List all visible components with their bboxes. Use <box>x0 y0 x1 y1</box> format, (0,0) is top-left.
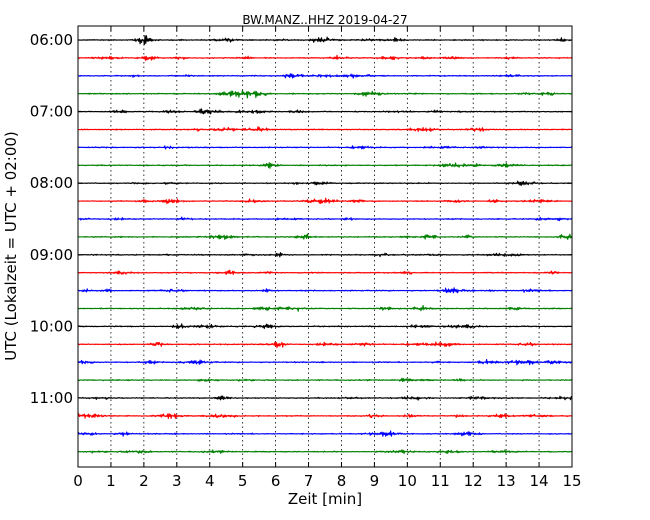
y-tick-label: 10:00 <box>30 317 73 335</box>
seismic-trace <box>77 377 573 383</box>
grid-lines <box>110 26 540 467</box>
seismic-trace <box>77 233 573 240</box>
x-tick-label: 9 <box>370 472 380 490</box>
seismic-trace <box>77 35 573 46</box>
seismic-trace <box>77 145 573 150</box>
seismic-trace <box>77 252 573 258</box>
y-tick-label: 09:00 <box>30 246 73 264</box>
plot-frame <box>77 25 573 468</box>
x-tick-label: 14 <box>530 472 549 490</box>
x-axis-ticks: 0 1 2 3 4 5 6 7 8 9 10 11 12 13 14 15 <box>73 26 582 490</box>
x-tick-label: 8 <box>337 472 347 490</box>
x-tick-label: 0 <box>73 472 83 490</box>
seismic-trace <box>77 430 573 437</box>
y-tick-label: 08:00 <box>30 174 73 192</box>
seismic-trace <box>77 162 573 169</box>
seismic-trace <box>77 413 573 419</box>
x-tick-label: 3 <box>172 472 182 490</box>
seismic-trace <box>77 358 573 366</box>
seismic-trace <box>77 89 573 99</box>
x-tick-label: 6 <box>271 472 281 490</box>
x-tick-label: 12 <box>464 472 483 490</box>
seismic-trace <box>77 197 573 205</box>
x-tick-label: 7 <box>304 472 314 490</box>
seismic-trace <box>77 287 573 294</box>
chart-title: BW.MANZ..HHZ 2019-04-27 <box>242 13 407 27</box>
seismic-trace <box>77 323 573 330</box>
x-tick-label: 13 <box>497 472 516 490</box>
y-axis-ticks: 06:00 07:00 08:00 09:00 10:00 11:00 <box>30 31 572 407</box>
x-tick-label: 4 <box>205 472 215 490</box>
seismic-trace <box>77 73 573 79</box>
seismic-trace <box>77 216 573 222</box>
seismic-trace <box>77 54 573 62</box>
x-tick-label: 2 <box>139 472 149 490</box>
y-tick-label: 06:00 <box>30 31 73 49</box>
trace-group <box>77 35 573 455</box>
x-tick-label: 11 <box>431 472 450 490</box>
seismic-trace <box>77 126 573 132</box>
seismic-trace <box>77 269 573 276</box>
y-tick-label: 11:00 <box>30 389 73 407</box>
seismic-trace <box>77 395 573 401</box>
seismic-trace <box>77 305 573 312</box>
x-tick-label: 10 <box>398 472 417 490</box>
seismic-trace <box>77 341 573 349</box>
x-tick-label: 15 <box>562 472 581 490</box>
y-axis-label: UTC (Lokalzeit = UTC + 02:00) <box>2 131 20 361</box>
x-axis-label: Zeit [min] <box>288 490 362 508</box>
seismic-trace <box>77 108 573 115</box>
y-tick-label: 07:00 <box>30 103 73 121</box>
seismic-trace <box>77 180 573 187</box>
x-tick-label: 1 <box>106 472 116 490</box>
x-tick-label: 5 <box>238 472 248 490</box>
seismic-trace <box>77 449 573 455</box>
